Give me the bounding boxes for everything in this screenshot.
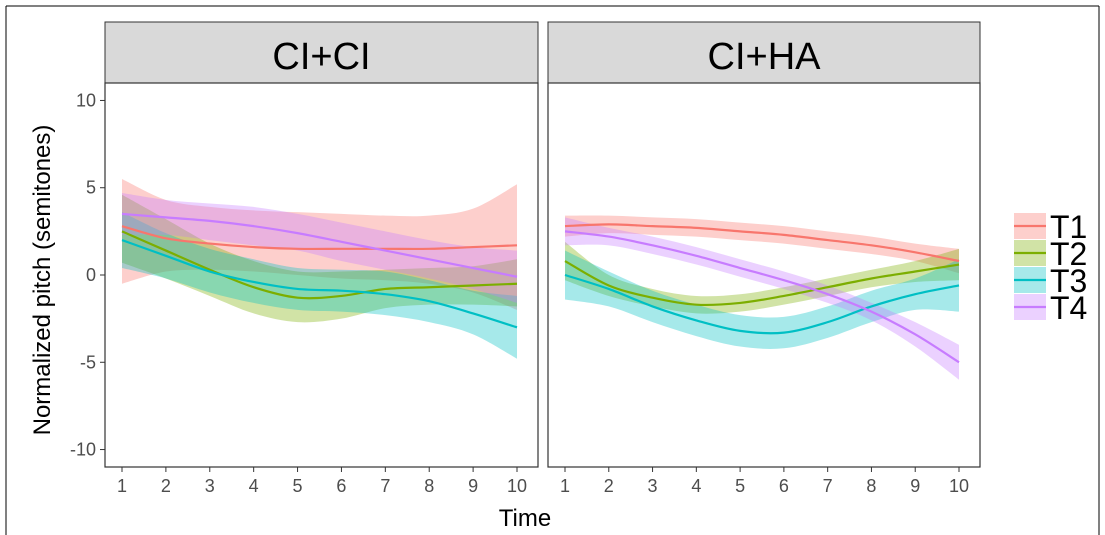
x-axis-label: Time xyxy=(499,505,551,532)
y-tick-label: -10 xyxy=(70,440,96,460)
y-tick-label: 10 xyxy=(76,90,96,110)
line-t4 xyxy=(564,230,960,364)
legend-label: T3 xyxy=(1050,263,1087,299)
panel-title: CI+CI xyxy=(272,36,370,78)
x-tick-label: 8 xyxy=(866,476,876,496)
x-tick-label: 2 xyxy=(604,476,614,496)
line-t3 xyxy=(564,273,960,335)
x-tick-label: 9 xyxy=(468,476,478,496)
band-t1 xyxy=(122,179,517,310)
band-t2 xyxy=(122,194,517,323)
x-tick-label: 5 xyxy=(735,476,745,496)
band-t4 xyxy=(565,217,959,380)
band-t1 xyxy=(565,215,959,274)
band-t3 xyxy=(122,212,517,359)
x-tick-label: 6 xyxy=(336,476,346,496)
line-t4 xyxy=(121,212,518,278)
x-tick-label: 8 xyxy=(424,476,434,496)
axes: 1 2 3 4 5 6 7 8 9 10 1 2 3 4 5 6 7 8 9 10 -10 -5 0 5 10 xyxy=(70,90,969,496)
panel-2: CI+HA xyxy=(547,21,981,468)
line-t3 xyxy=(121,239,518,329)
panels: CI+CI CI+HA xyxy=(104,21,981,468)
line-t2 xyxy=(121,230,518,300)
x-tick-label: 9 xyxy=(910,476,920,496)
y-tick-label: -5 xyxy=(80,352,96,372)
panel-1: CI+CI xyxy=(104,21,539,468)
y-axis-label: Normalized pitch (semitones) xyxy=(29,125,56,436)
x-tick-label: 10 xyxy=(949,476,969,496)
x-tick-label: 2 xyxy=(161,476,171,496)
band-t2 xyxy=(565,241,959,314)
x-tick-label: 6 xyxy=(779,476,789,496)
x-tick-label: 10 xyxy=(507,476,527,496)
line-t2 xyxy=(564,260,960,307)
legend-item-t2: T2 xyxy=(1014,236,1087,272)
panel-title: CI+HA xyxy=(708,36,822,78)
panel-border xyxy=(547,82,981,468)
legend-label: T4 xyxy=(1050,290,1087,326)
x-tick-label: 4 xyxy=(691,476,701,496)
x-tick-label: 3 xyxy=(205,476,215,496)
x-tick-label: 3 xyxy=(648,476,658,496)
x-tick-label: 1 xyxy=(560,476,570,496)
band-t3 xyxy=(565,250,959,349)
x-tick-label: 4 xyxy=(249,476,259,496)
legend-label: T1 xyxy=(1050,209,1087,245)
legend-item-t1: T1 xyxy=(1014,209,1087,245)
x-tick-label: 5 xyxy=(293,476,303,496)
y-tick-label: 0 xyxy=(86,265,96,285)
y-tick-label: 5 xyxy=(86,178,96,198)
plot-area xyxy=(105,83,538,467)
legend-label: T2 xyxy=(1050,236,1087,272)
legend-item-t3: T3 xyxy=(1014,263,1087,299)
line-t1 xyxy=(564,223,960,263)
x-tick-label: 1 xyxy=(117,476,127,496)
legend-item-t4: T4 xyxy=(1014,290,1087,326)
x-tick-label: 7 xyxy=(380,476,390,496)
x-tick-label: 7 xyxy=(823,476,833,496)
line-t1 xyxy=(121,225,518,251)
